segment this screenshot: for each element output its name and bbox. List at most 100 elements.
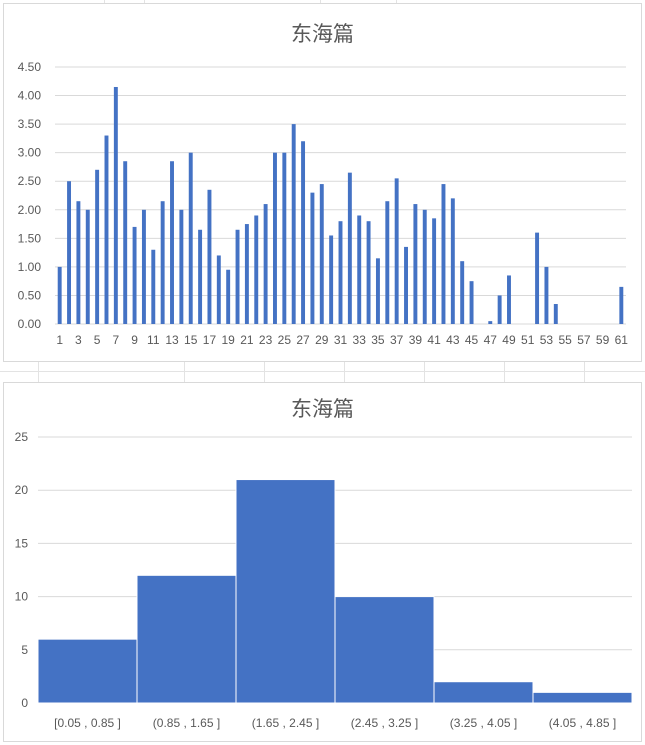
histogram-bar <box>235 479 336 704</box>
column-chart-east-sea[interactable]: 东海篇 0.00 0.50 1.00 1.50 2.00 2.50 3.00 3.50 4.00… <box>3 3 642 362</box>
x-tick-label: 53 <box>540 333 554 347</box>
bar <box>394 178 399 324</box>
bar <box>198 229 203 324</box>
bar <box>413 204 418 324</box>
bar <box>57 266 62 324</box>
y-tick-label: 5 <box>21 643 28 657</box>
x-tick-label: 35 <box>371 333 385 347</box>
bar <box>113 86 118 324</box>
bar <box>170 161 174 324</box>
x-tick-label: 23 <box>259 333 273 347</box>
histogram-chart-east-sea[interactable]: 东海篇 0 5 10 15 20 25 [0.05 , 0.85 ] (0.85 , 1.65… <box>3 382 642 742</box>
x-tick-label: 17 <box>203 333 217 347</box>
x-tick-label: 21 <box>240 333 254 347</box>
x-tick-label: 37 <box>390 333 404 347</box>
bar <box>104 135 109 324</box>
y-tick-label: 10 <box>15 590 29 604</box>
bar <box>244 224 249 324</box>
x-tick-label: 9 <box>131 333 138 347</box>
bar <box>544 266 549 324</box>
bar <box>76 201 81 324</box>
y-tick-label: 1.00 <box>18 260 42 274</box>
bar <box>254 215 259 324</box>
bar <box>450 198 455 324</box>
y-tick-label: 2.50 <box>18 174 42 188</box>
x-tick-label: 55 <box>558 333 572 347</box>
bar <box>507 275 511 324</box>
histogram-bar <box>136 574 237 704</box>
bar <box>123 161 128 324</box>
bar <box>366 221 371 324</box>
y-tick-label: 25 <box>15 430 29 444</box>
bar <box>338 221 343 324</box>
y-tick-label: 4.00 <box>18 89 42 103</box>
x-tick-label: 47 <box>484 333 498 347</box>
bar <box>216 255 221 324</box>
bar <box>441 184 446 324</box>
x-tick-label: 59 <box>596 333 610 347</box>
bar <box>226 269 231 324</box>
column-chart-plot: 0.00 0.50 1.00 1.50 2.00 2.50 3.00 3.50 4.00 4.50… <box>18 60 629 347</box>
bar <box>422 209 427 324</box>
x-tick-label: 25 <box>278 333 292 347</box>
x-tick-label: 57 <box>577 333 591 347</box>
bar <box>385 201 390 324</box>
x-tick-label: (4.05 , 4.85 ] <box>549 716 616 730</box>
x-tick-label: (2.45 , 3.25 ] <box>351 716 418 730</box>
bar <box>553 304 558 324</box>
bar <box>273 152 277 324</box>
x-tick-label: 27 <box>296 333 310 347</box>
bar <box>619 286 624 324</box>
bar <box>67 181 72 324</box>
y-tick-label: 1.50 <box>18 231 42 245</box>
bar <box>207 189 212 324</box>
bar <box>179 209 184 324</box>
histogram-bar <box>532 691 633 704</box>
x-tick-label: (1.65 , 2.45 ] <box>252 716 319 730</box>
bar <box>310 192 315 324</box>
histogram-bar <box>433 681 534 704</box>
bar <box>357 215 362 324</box>
y-tick-label: 0 <box>21 696 28 710</box>
bar <box>188 152 193 324</box>
bar <box>141 209 146 324</box>
bar <box>497 295 502 324</box>
y-tick-label: 15 <box>15 536 29 550</box>
x-tick-label: 51 <box>521 333 535 347</box>
y-tick-label: 4.50 <box>18 60 42 74</box>
bar <box>404 246 408 324</box>
y-tick-label: 3.50 <box>18 117 42 131</box>
histogram-bar <box>334 596 435 704</box>
y-tick-label: 20 <box>15 483 29 497</box>
bar <box>132 226 137 324</box>
x-tick-label: 29 <box>315 333 329 347</box>
y-tick-label: 0.50 <box>18 288 42 302</box>
chart-title: 东海篇 <box>291 22 354 46</box>
bar <box>469 281 474 324</box>
x-tick-label: 43 <box>446 333 460 347</box>
x-tick-label: (0.85 , 1.65 ] <box>153 716 220 730</box>
y-tick-label: 0.00 <box>18 317 42 331</box>
bar <box>263 204 268 324</box>
x-tick-label: 61 <box>615 333 629 347</box>
x-tick-label: 11 <box>147 333 160 347</box>
bar <box>85 209 90 324</box>
bar <box>151 249 156 324</box>
x-tick-label: 39 <box>409 333 423 347</box>
x-tick-label: 49 <box>502 333 516 347</box>
bar <box>375 258 380 324</box>
bar <box>235 229 240 324</box>
bar <box>291 124 296 324</box>
bar <box>95 169 100 324</box>
bar <box>488 321 493 324</box>
x-tick-label: 3 <box>75 333 82 347</box>
y-tick-label: 2.00 <box>18 203 42 217</box>
histogram-plot: 0 5 10 15 20 25 [0.05 , 0.85 ] (0.85 , 1.65 ] (1… <box>15 430 633 730</box>
x-tick-label: 1 <box>56 333 63 347</box>
x-tick-label: 41 <box>427 333 441 347</box>
bar <box>301 141 306 324</box>
chart-title: 东海篇 <box>291 397 354 421</box>
bar <box>432 218 437 324</box>
bar <box>460 261 465 324</box>
